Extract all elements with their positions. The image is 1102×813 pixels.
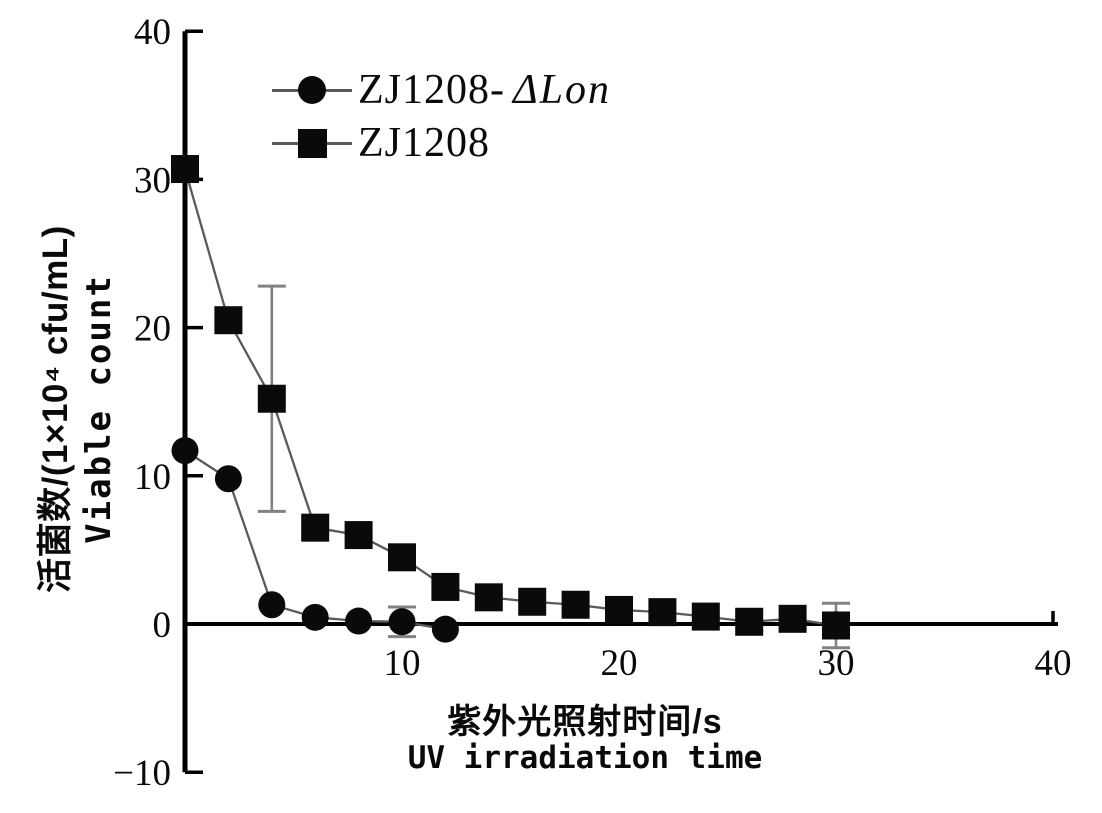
legend-label: ZJ1208- ΔLon [352, 68, 611, 112]
legend-item-zj1208: ZJ1208 [272, 121, 611, 165]
data-point-square [561, 590, 590, 619]
x-axis-tick-label: 10 [384, 643, 421, 684]
circle-marker-icon [272, 68, 352, 112]
x-axis-title-cn: 紫外光照射时间/s [447, 703, 723, 741]
y-axis-title-cn: 活菌数/(1×10⁴ cfu/mL) [36, 225, 75, 593]
data-point-circle [258, 591, 286, 619]
y-axis-tick-label: 10 [134, 457, 171, 498]
x-axis-title-en: UV irradiation time [407, 740, 763, 776]
data-point-square [344, 521, 373, 550]
y-axis-tick-label: 30 [134, 160, 171, 201]
data-point-square [431, 572, 460, 601]
x-axis-tick-label: 20 [601, 643, 638, 684]
data-point-square [778, 604, 807, 633]
data-point-square [257, 384, 286, 413]
legend-label-italic: ΔLon [513, 67, 612, 113]
data-point-square [214, 306, 243, 335]
legend: ZJ1208- ΔLon ZJ1208 [272, 68, 611, 165]
square-marker-icon [272, 121, 352, 165]
data-point-square [518, 587, 547, 616]
legend-label-prefix: ZJ1208- [358, 67, 505, 113]
data-point-square [691, 602, 720, 631]
data-point-square [301, 513, 330, 542]
data-point-circle [388, 608, 416, 636]
data-point-square [605, 595, 633, 624]
y-axis-tick-label: 40 [134, 12, 171, 53]
y-axis-tick-label: −10 [113, 753, 171, 794]
data-point-circle [171, 437, 199, 465]
y-axis-title: 活菌数/(1×10⁴ cfu/mL) Viable count [34, 129, 122, 689]
data-point-circle [214, 465, 242, 493]
y-axis-tick-label: 0 [153, 605, 172, 646]
data-point-circle [301, 603, 329, 631]
data-point-circle [431, 615, 459, 643]
data-point-square [822, 611, 850, 640]
data-point-square [388, 543, 416, 572]
data-point-circle [345, 607, 373, 635]
legend-label: ZJ1208 [352, 121, 490, 165]
y-axis-tick-label: 20 [134, 309, 171, 350]
y-axis-title-en: Viable count [79, 274, 119, 544]
x-axis-title: 紫外光照射时间/s UV irradiation time [285, 703, 885, 775]
legend-item-zj1208-dlon: ZJ1208- ΔLon [272, 68, 611, 112]
data-point-square [735, 607, 764, 636]
legend-label-prefix: ZJ1208 [358, 120, 490, 166]
data-point-square [171, 155, 199, 184]
series-line-ZJ1208 [183, 168, 837, 627]
data-point-square [474, 583, 503, 612]
x-axis-tick-label: 40 [1035, 643, 1072, 684]
data-point-square [648, 598, 677, 627]
x-axis-tick-label: 30 [818, 643, 855, 684]
